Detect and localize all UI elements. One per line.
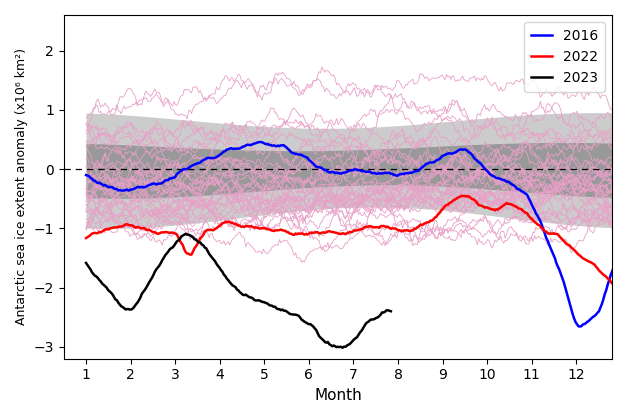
2023	[182, 231, 189, 236]
2023	[192, 237, 200, 242]
2016	[256, 140, 264, 145]
2023	[147, 278, 154, 283]
2023	[387, 309, 394, 314]
2022	[295, 231, 302, 236]
Legend: 2016, 2022, 2023: 2016, 2022, 2023	[524, 22, 605, 92]
2023	[91, 273, 98, 278]
2016	[195, 161, 203, 166]
Line: 2016: 2016	[86, 142, 619, 326]
2023	[300, 319, 308, 324]
2022	[616, 285, 623, 290]
2016	[296, 152, 303, 157]
2022	[195, 239, 203, 244]
X-axis label: Month: Month	[314, 388, 362, 403]
2022	[459, 194, 466, 199]
2023	[339, 345, 346, 350]
2016	[576, 324, 584, 329]
2023	[82, 260, 90, 265]
2016	[541, 231, 549, 236]
2022	[82, 236, 90, 241]
2022	[298, 231, 305, 236]
Y-axis label: Antarctic sea ice extent anomaly (x10⁶ km²): Antarctic sea ice extent anomaly (x10⁶ k…	[15, 48, 28, 325]
2016	[82, 173, 90, 178]
2023	[332, 344, 339, 349]
2022	[229, 220, 236, 225]
2022	[593, 264, 600, 269]
2023	[293, 313, 301, 318]
2016	[616, 257, 623, 263]
2016	[299, 153, 307, 158]
Line: 2022: 2022	[86, 196, 619, 288]
2022	[541, 229, 549, 234]
Line: 2023: 2023	[86, 234, 391, 348]
2016	[229, 146, 236, 151]
2016	[594, 310, 601, 315]
